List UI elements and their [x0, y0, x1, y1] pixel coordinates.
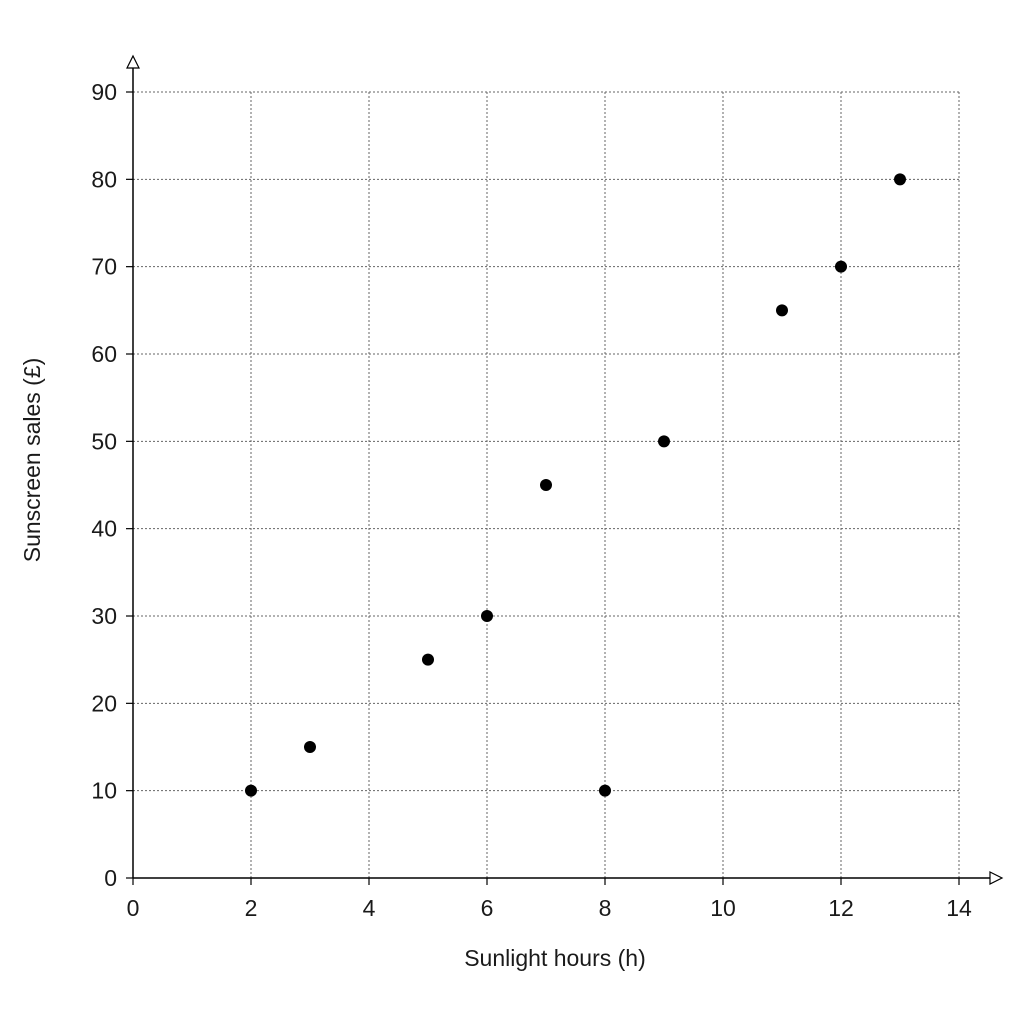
data-point [776, 304, 788, 317]
grid [133, 91, 960, 878]
x-tick-label: 2 [245, 895, 258, 921]
y-tick-label: 80 [91, 166, 117, 192]
y-tick-label: 90 [91, 79, 117, 105]
ticks: 0 2 4 6 8 10 12 14 0 10 20 30 40 50 60 70 80 90 [91, 79, 972, 921]
data-point [481, 610, 493, 622]
y-axis-arrow [126, 54, 140, 69]
x-tick-label: 12 [828, 895, 854, 921]
y-tick-label: 30 [91, 603, 117, 629]
x-tick-label: 0 [127, 895, 140, 921]
data-point [245, 784, 257, 797]
y-tick-label: 70 [91, 254, 117, 280]
data-point [835, 260, 847, 273]
data-point [894, 173, 906, 186]
data-point [599, 784, 611, 797]
y-tick-label: 50 [91, 428, 117, 454]
data-points [245, 173, 906, 797]
y-tick-label: 10 [91, 778, 117, 804]
x-tick-label: 8 [599, 895, 612, 921]
x-tick-label: 14 [946, 895, 972, 921]
x-tick-label: 4 [363, 895, 376, 921]
y-tick-label: 40 [91, 516, 117, 542]
data-point [422, 653, 434, 666]
x-tick-label: 6 [481, 895, 494, 921]
y-axis-label: Sunscreen sales (£) [19, 358, 45, 563]
data-point [304, 741, 316, 753]
y-tick-label: 60 [91, 341, 117, 367]
axes [126, 54, 1004, 885]
x-axis-arrow [989, 871, 1004, 885]
data-point [658, 435, 670, 448]
data-point [540, 479, 552, 491]
y-tick-label: 20 [91, 690, 117, 716]
y-tick-label: 0 [104, 865, 117, 891]
x-tick-label: 10 [710, 895, 736, 921]
x-axis-label: Sunlight hours (h) [464, 945, 646, 971]
